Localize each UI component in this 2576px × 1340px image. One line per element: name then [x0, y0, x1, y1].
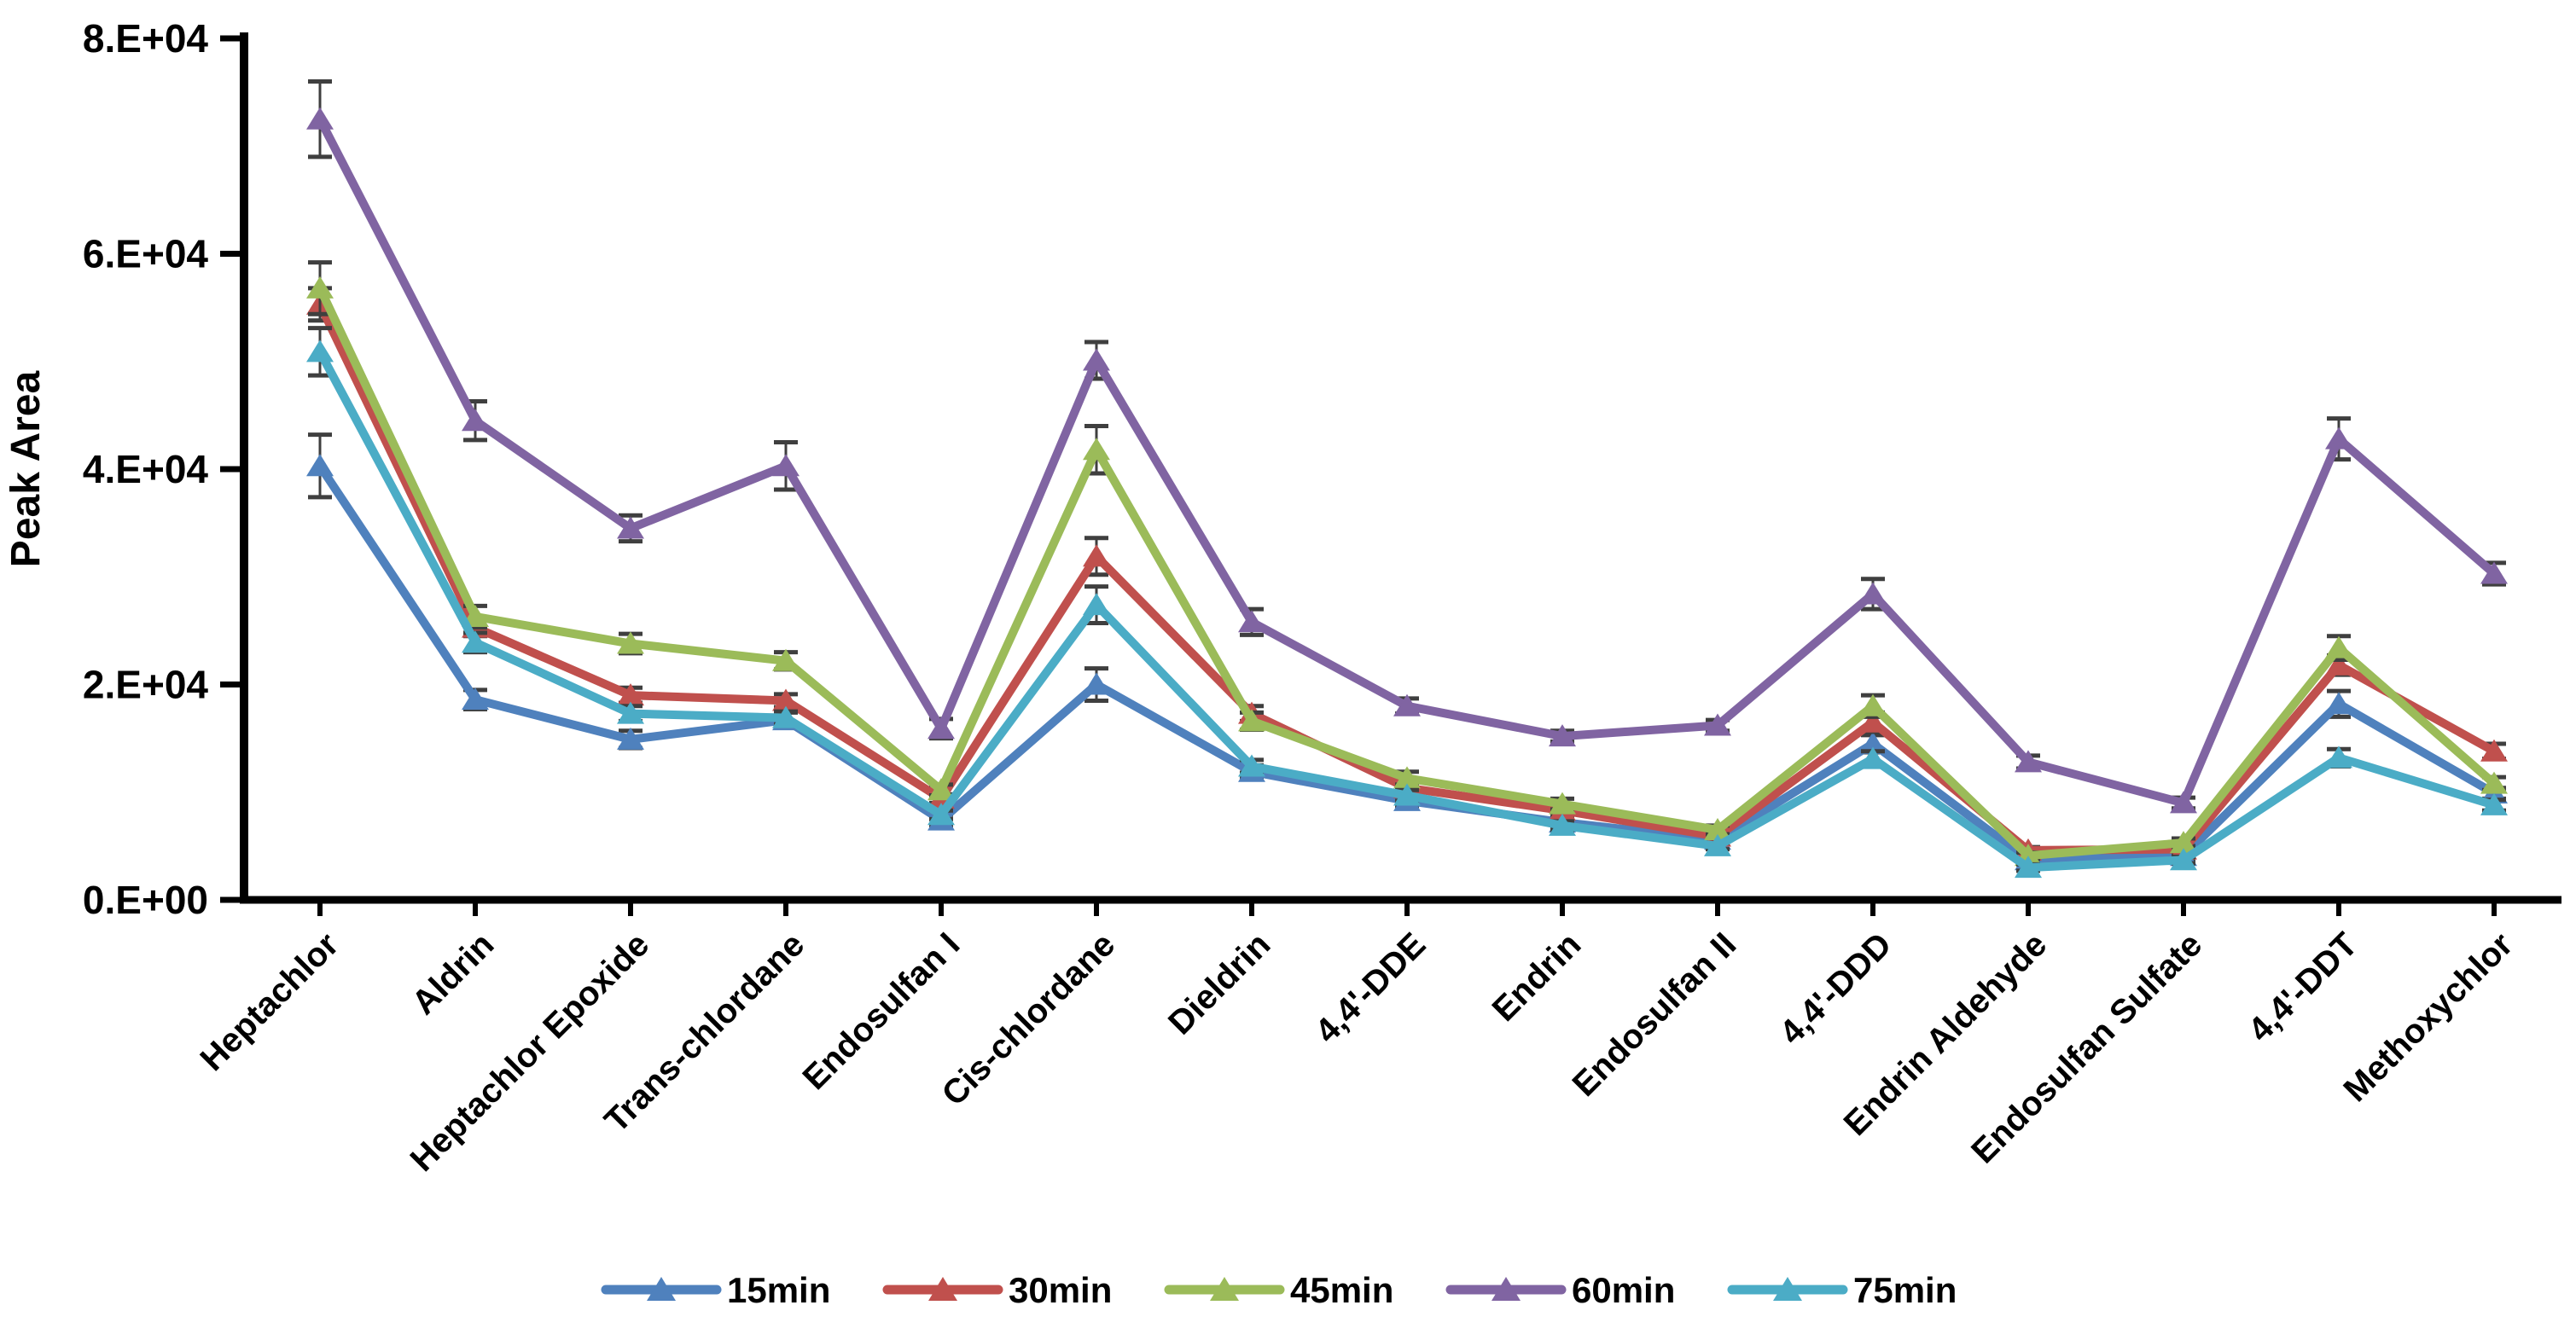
legend-label-30min: 30min	[1009, 1270, 1112, 1310]
marker-45min-5	[1083, 438, 1110, 461]
legend-label-60min: 60min	[1572, 1270, 1675, 1310]
marker-45min-12	[2170, 831, 2197, 854]
marker-30min-2	[617, 683, 644, 706]
marker-30min-14	[2480, 739, 2508, 762]
marker-45min-0	[306, 276, 334, 299]
marker-75min-2	[617, 701, 644, 724]
marker-15min-5	[1083, 672, 1110, 695]
y-tick-label: 4.E+04	[83, 447, 208, 491]
y-tick-label: 2.E+04	[83, 663, 208, 707]
legend-marker-30min	[928, 1277, 957, 1301]
marker-60min-0	[306, 107, 334, 130]
marker-75min-9	[1704, 833, 1731, 856]
marker-15min-2	[617, 727, 644, 750]
y-tick-label: 8.E+04	[83, 16, 208, 61]
marker-60min-10	[1859, 582, 1887, 605]
marker-60min-13	[2325, 426, 2352, 450]
marker-75min-11	[2015, 856, 2042, 879]
marker-30min-13	[2325, 653, 2352, 676]
marker-15min-13	[2325, 692, 2352, 715]
legend-label-45min: 45min	[1290, 1270, 1393, 1310]
legend-marker-45min	[1210, 1277, 1239, 1301]
marker-60min-3	[772, 454, 800, 477]
legend-marker-60min	[1492, 1277, 1521, 1301]
marker-60min-8	[1549, 724, 1576, 747]
marker-30min-5	[1083, 544, 1110, 567]
marker-75min-8	[1549, 813, 1576, 836]
marker-45min-13	[2325, 635, 2352, 658]
legend-label-75min: 75min	[1853, 1270, 1957, 1310]
marker-15min-10	[1859, 731, 1887, 754]
marker-45min-7	[1393, 766, 1421, 789]
marker-60min-12	[2170, 791, 2197, 814]
legend-marker-15min	[647, 1277, 676, 1301]
marker-30min-10	[1859, 710, 1887, 733]
marker-30min-3	[772, 688, 800, 711]
marker-45min-10	[1859, 693, 1887, 716]
marker-60min-6	[1238, 610, 1265, 633]
y-tick-label: 6.E+04	[83, 232, 208, 276]
marker-60min-2	[617, 516, 644, 539]
marker-45min-4	[927, 778, 955, 801]
marker-60min-7	[1393, 693, 1421, 716]
marker-45min-14	[2480, 771, 2508, 794]
marker-60min-11	[2015, 750, 2042, 773]
marker-75min-5	[1083, 593, 1110, 616]
y-tick-label: 0.E+00	[83, 878, 208, 922]
marker-45min-9	[1704, 817, 1731, 840]
marker-60min-9	[1704, 713, 1731, 736]
legend-marker-75min	[1773, 1277, 1802, 1301]
marker-45min-8	[1549, 792, 1576, 815]
marker-75min-3	[772, 705, 800, 728]
marker-15min-1	[462, 687, 489, 711]
marker-75min-0	[306, 339, 334, 363]
marker-75min-12	[2170, 848, 2197, 871]
legend-label-15min: 15min	[727, 1270, 830, 1310]
marker-75min-7	[1393, 783, 1421, 806]
marker-60min-14	[2480, 561, 2508, 584]
marker-45min-2	[617, 631, 644, 654]
y-axis-title: Peak Area	[3, 371, 49, 568]
marker-60min-1	[462, 409, 489, 432]
marker-75min-6	[1238, 754, 1265, 777]
marker-75min-14	[2480, 792, 2508, 815]
marker-75min-4	[927, 803, 955, 826]
marker-15min-0	[306, 454, 334, 477]
marker-60min-5	[1083, 348, 1110, 371]
marker-45min-6	[1238, 709, 1265, 732]
marker-75min-1	[462, 630, 489, 653]
marker-60min-4	[927, 716, 955, 740]
marker-75min-13	[2325, 745, 2352, 769]
marker-45min-3	[772, 648, 800, 671]
marker-75min-10	[1859, 746, 1887, 769]
